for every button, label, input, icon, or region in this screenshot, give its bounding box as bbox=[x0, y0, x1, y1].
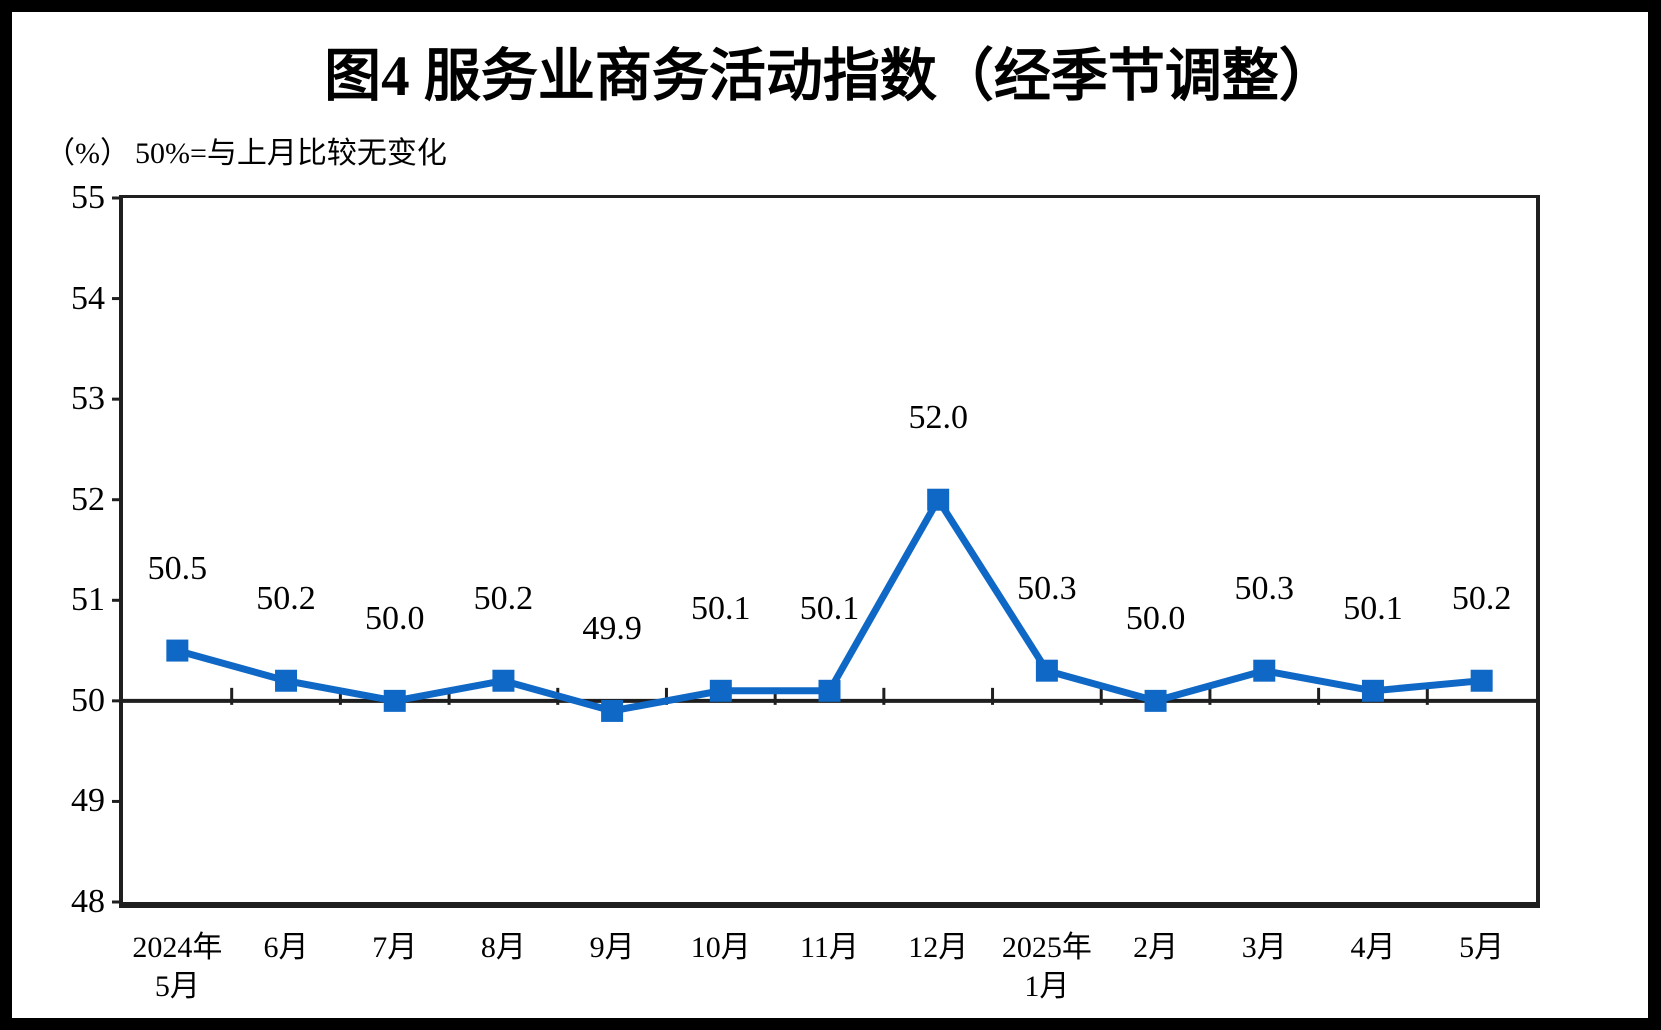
y-axis-tick-label: 54 bbox=[71, 279, 105, 317]
y-axis-tick-label: 55 bbox=[71, 179, 105, 216]
x-axis-category-label: 9月 bbox=[589, 931, 635, 964]
x-axis-category-label: 8月 bbox=[480, 931, 526, 964]
x-axis-category-label: 2月 bbox=[1133, 931, 1179, 964]
data-label: 50.0 bbox=[1125, 599, 1186, 637]
data-label: 50.2 bbox=[256, 579, 316, 617]
data-label: 49.9 bbox=[582, 609, 642, 647]
data-point-marker bbox=[492, 669, 515, 692]
data-point-marker bbox=[1144, 689, 1167, 712]
data-point-marker bbox=[275, 669, 298, 692]
y-axis-tick-label: 51 bbox=[71, 581, 105, 619]
data-point-marker bbox=[383, 689, 406, 712]
x-axis-category-label: 12月 bbox=[908, 931, 969, 964]
x-axis-category-label: 4月 bbox=[1350, 931, 1396, 964]
chart-canvas: 图4 服务业商务活动指数（经季节调整） （%） 50%=与上月比较无变化 55 5… bbox=[12, 12, 1648, 1018]
data-point-marker bbox=[709, 679, 732, 702]
data-point-marker bbox=[1253, 659, 1276, 682]
chart-title: 图4 服务业商务活动指数（经季节调整） bbox=[324, 45, 1336, 108]
data-label: 50.1 bbox=[1343, 589, 1403, 627]
data-label: 50.3 bbox=[1234, 569, 1295, 607]
data-point-marker bbox=[601, 699, 624, 722]
y-axis-unit-label: （%） bbox=[45, 137, 130, 170]
y-axis-tick-label: 49 bbox=[71, 782, 105, 820]
x-axis-category-label: 10月 bbox=[690, 931, 751, 964]
data-label: 50.2 bbox=[473, 579, 534, 617]
x-axis-category-label: 6月 bbox=[263, 931, 309, 964]
data-point-marker bbox=[1470, 669, 1493, 692]
x-axis-category-label: 11月 bbox=[800, 931, 859, 964]
y-axis-tick-label: 53 bbox=[71, 380, 105, 418]
data-label: 50.5 bbox=[147, 549, 208, 587]
y-axis-tick-label: 48 bbox=[71, 883, 105, 920]
data-label: 50.0 bbox=[364, 599, 425, 637]
data-point-marker bbox=[1361, 679, 1384, 702]
data-label: 52.0 bbox=[908, 398, 968, 436]
data-label: 50.3 bbox=[1017, 569, 1077, 607]
line-chart-svg bbox=[112, 196, 1536, 904]
data-label: 50.2 bbox=[1451, 579, 1512, 617]
data-point-marker bbox=[927, 488, 950, 511]
data-label: 50.1 bbox=[799, 589, 860, 627]
y-axis-tick-label: 52 bbox=[71, 480, 105, 518]
data-point-marker bbox=[818, 679, 841, 702]
data-point-marker bbox=[166, 639, 189, 662]
x-axis-category-label: 5月 bbox=[1459, 931, 1505, 964]
x-axis-category-label: 3月 bbox=[1241, 931, 1287, 964]
x-axis-category-label: 2025年 1月 bbox=[1001, 931, 1092, 1003]
y-axis-tick-label: 50 bbox=[71, 681, 105, 719]
data-point-marker bbox=[1035, 659, 1058, 682]
chart-subtitle-row: （%） 50%=与上月比较无变化 bbox=[12, 128, 1648, 172]
reference-note: 50%=与上月比较无变化 bbox=[135, 137, 447, 170]
data-label: 50.1 bbox=[691, 589, 751, 627]
plot-area bbox=[112, 195, 1540, 908]
x-axis-category-label: 2024年 5月 bbox=[132, 931, 223, 1003]
x-axis-category-label: 7月 bbox=[372, 931, 418, 964]
